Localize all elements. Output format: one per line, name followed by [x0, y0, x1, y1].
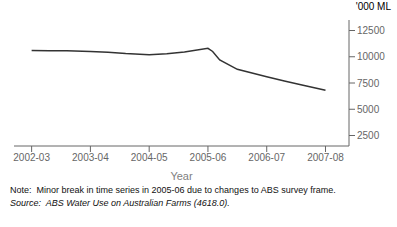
svg-text:2005-06: 2005-06: [190, 152, 227, 163]
svg-text:Year: Year: [170, 170, 193, 180]
html-text:'000 ML: '000 ML: [355, 1, 391, 12]
svg-text:2004-05: 2004-05: [131, 152, 168, 163]
html-text:Note: Minor break in time seri: Note: Minor break in time series in 2005…: [10, 185, 336, 195]
svg-text:12500: 12500: [357, 25, 385, 36]
svg-text:2003-04: 2003-04: [72, 152, 109, 163]
svg-text:2007-08: 2007-08: [307, 152, 344, 163]
svg-text:2006-07: 2006-07: [248, 152, 285, 163]
svg-text:10000: 10000: [357, 51, 385, 62]
svg-text:7500: 7500: [357, 78, 380, 89]
svg-text:2500: 2500: [357, 130, 380, 141]
html-text:Source: ABS Water Use on Austr: Source: ABS Water Use on Australian Farm…: [10, 198, 230, 208]
svg-text:2002-03: 2002-03: [13, 152, 50, 163]
svg-text:5000: 5000: [357, 104, 380, 115]
